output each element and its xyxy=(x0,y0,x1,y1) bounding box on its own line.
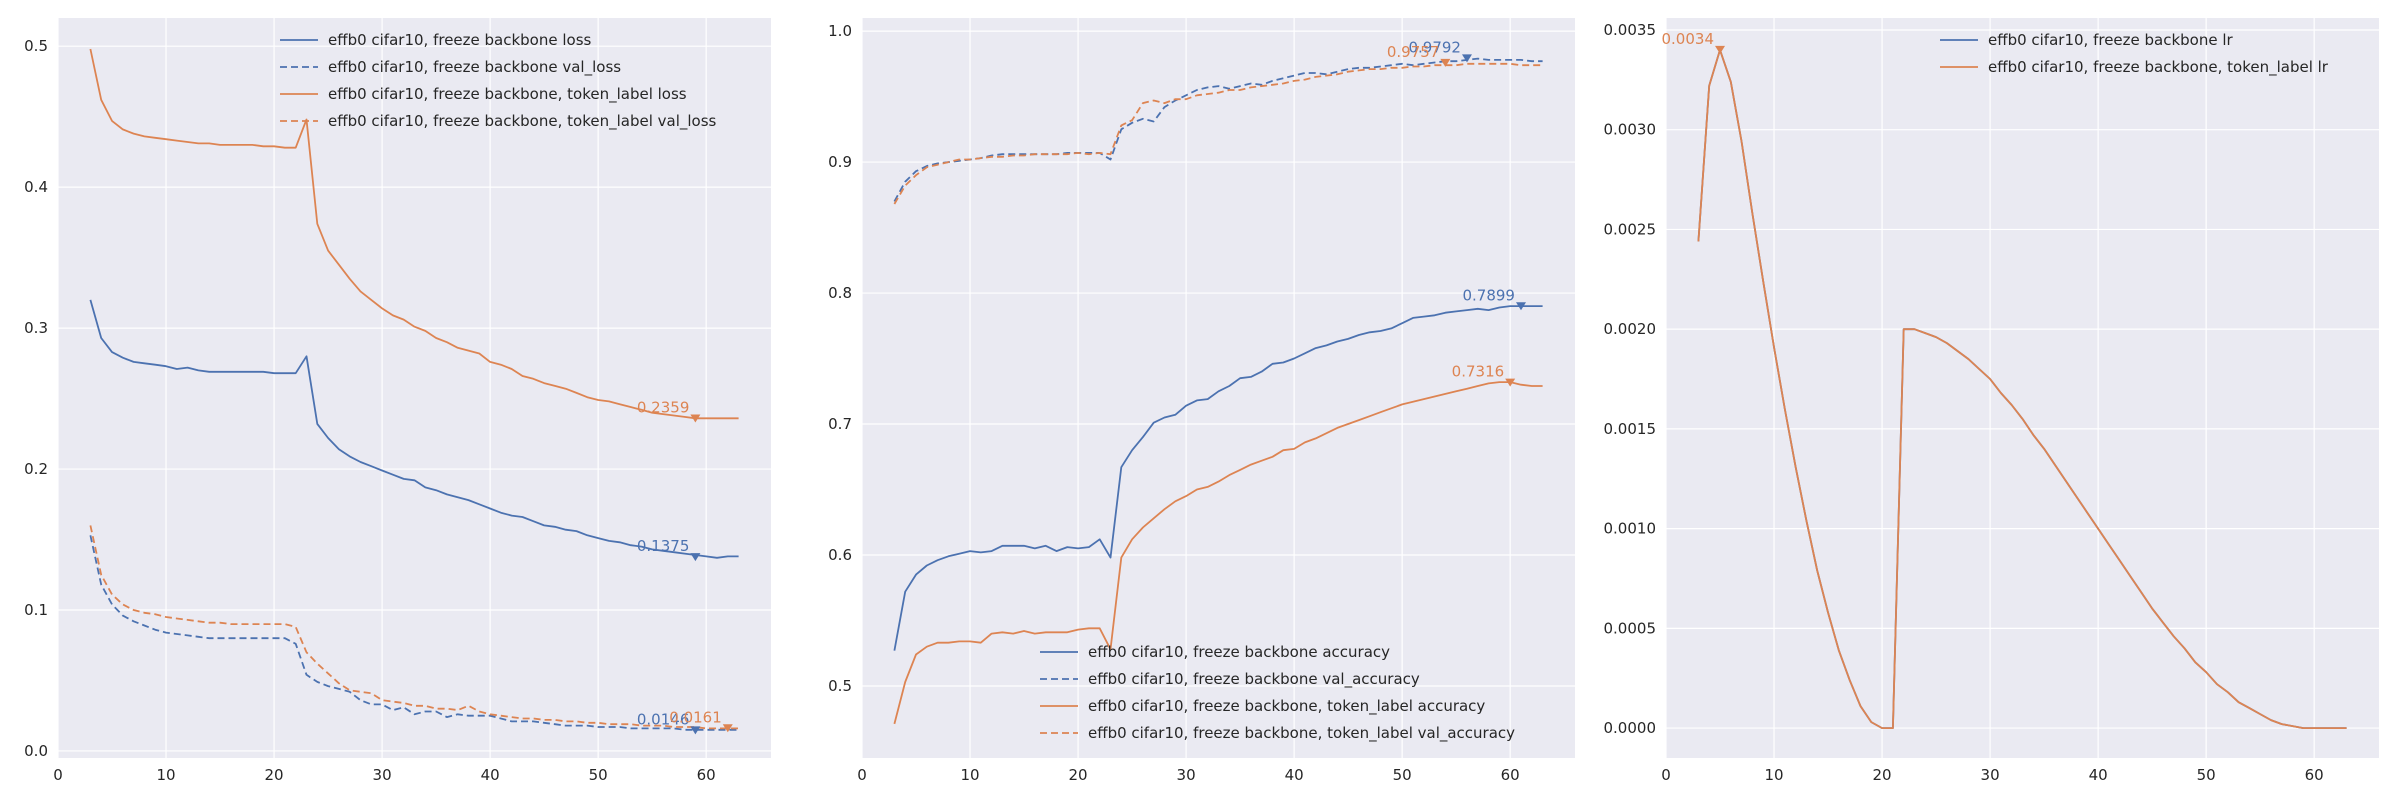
y-tick-label: 0.0020 xyxy=(1604,320,1657,338)
y-tick-label: 0.0010 xyxy=(1604,520,1657,538)
x-tick-label: 0 xyxy=(857,766,867,784)
legend-label: effb0 cifar10, freeze backbone accuracy xyxy=(1088,643,1390,661)
annotation-label: 0.0146 xyxy=(637,710,690,728)
y-tick-label: 0.0030 xyxy=(1604,121,1657,139)
annotation-label: 0.7316 xyxy=(1452,363,1505,381)
y-tick-label: 0.3 xyxy=(24,319,48,337)
annotation-label: 0.1375 xyxy=(637,537,690,555)
series-line-4 xyxy=(893,62,1543,205)
series-line-1 xyxy=(893,305,1543,651)
series-line-3 xyxy=(89,48,739,420)
x-tick-label: 10 xyxy=(960,766,979,784)
legend-label: effb0 cifar10, freeze backbone, token_la… xyxy=(1088,697,1485,716)
y-tick-label: 0.0025 xyxy=(1604,220,1657,238)
y-tick-label: 0.0015 xyxy=(1604,420,1657,438)
series-line-2 xyxy=(89,535,739,731)
x-tick-label: 0 xyxy=(1661,766,1671,784)
series-line-3 xyxy=(893,381,1543,725)
y-tick-label: 0.1 xyxy=(24,601,48,619)
y-tick-label: 0.5 xyxy=(24,37,48,55)
annotation-marker xyxy=(690,414,701,423)
y-tick-label: 0.0000 xyxy=(1604,719,1657,737)
x-tick-label: 10 xyxy=(156,766,175,784)
chart-panel-1: 0 10 20 30 40 50 60 0.0 0.1 0.2 0.3 0.4 0.5 0.1375 0.2… xyxy=(24,18,771,784)
y-tick-label: 0.7 xyxy=(828,415,852,433)
series-line-2 xyxy=(1697,49,2347,729)
x-tick-label: 30 xyxy=(1177,766,1196,784)
annotation-label: 0.2359 xyxy=(637,398,690,416)
y-tick-label: 0.9 xyxy=(828,153,852,171)
x-tick-label: 0 xyxy=(53,766,63,784)
annotation-label: 0.0161 xyxy=(669,708,722,726)
chart-panel-3: 0 10 20 30 40 50 60 0.0000 0.0005 0.0010 0.0015 0.0… xyxy=(1604,18,2379,784)
x-tick-label: 60 xyxy=(1501,766,1520,784)
x-tick-label: 30 xyxy=(373,766,392,784)
plot-area xyxy=(1666,18,2379,758)
plot-area xyxy=(862,18,1575,758)
annotation-marker xyxy=(1505,378,1516,387)
legend-label: effb0 cifar10, freeze backbone loss xyxy=(328,31,592,49)
x-tick-label: 20 xyxy=(1873,766,1892,784)
x-tick-label: 30 xyxy=(1981,766,2000,784)
chart-panel-2: 0 10 20 30 40 50 60 0.5 0.6 0.7 0.8 0.9 1.0 0.97920.9… xyxy=(828,18,1575,784)
x-tick-label: 40 xyxy=(481,766,500,784)
x-tick-label: 40 xyxy=(1285,766,1304,784)
annotation-marker xyxy=(1515,302,1526,311)
annotation-marker xyxy=(722,724,733,733)
series-line-1 xyxy=(89,299,739,559)
annotation-marker xyxy=(1440,58,1451,67)
x-tick-label: 50 xyxy=(589,766,608,784)
y-tick-label: 0.6 xyxy=(828,546,852,564)
x-tick-label: 10 xyxy=(1764,766,1783,784)
annotation-marker xyxy=(690,726,701,735)
annotation-marker xyxy=(1461,54,1472,63)
annotation-label: 0.9757 xyxy=(1387,43,1440,61)
y-tick-label: 0.0005 xyxy=(1604,619,1657,637)
annotation-label: 0.9792 xyxy=(1408,38,1461,56)
y-tick-label: 0.2 xyxy=(24,460,48,478)
x-tick-label: 60 xyxy=(697,766,716,784)
x-tick-label: 20 xyxy=(265,766,284,784)
legend-label: effb0 cifar10, freeze backbone val_loss xyxy=(328,58,621,77)
y-tick-label: 0.5 xyxy=(828,677,852,695)
x-tick-label: 50 xyxy=(2197,766,2216,784)
series-line-4 xyxy=(89,525,739,730)
x-tick-label: 40 xyxy=(2089,766,2108,784)
y-tick-label: 0.8 xyxy=(828,284,852,302)
y-tick-label: 0.4 xyxy=(24,178,48,196)
legend-label: effb0 cifar10, freeze backbone val_accur… xyxy=(1088,670,1420,689)
y-tick-label: 0.0035 xyxy=(1604,21,1657,39)
annotation-marker xyxy=(1715,45,1726,54)
annotation-label: 0.0034 xyxy=(1662,30,1715,48)
annotation-marker xyxy=(690,553,701,562)
legend-label: effb0 cifar10, freeze backbone, token_la… xyxy=(328,85,687,104)
series-line-2 xyxy=(893,57,1543,202)
legend-label: effb0 cifar10, freeze backbone, token_la… xyxy=(328,112,717,131)
legend-label: effb0 cifar10, freeze backbone lr xyxy=(1988,31,2234,49)
annotation-label: 0.7899 xyxy=(1462,286,1515,304)
y-tick-label: 1.0 xyxy=(828,22,852,40)
x-tick-label: 20 xyxy=(1069,766,1088,784)
x-tick-label: 60 xyxy=(2305,766,2324,784)
x-tick-label: 50 xyxy=(1393,766,1412,784)
legend-label: effb0 cifar10, freeze backbone, token_la… xyxy=(1088,724,1515,743)
y-tick-label: 0.0 xyxy=(24,742,48,760)
legend-label: effb0 cifar10, freeze backbone, token_la… xyxy=(1988,58,2329,77)
